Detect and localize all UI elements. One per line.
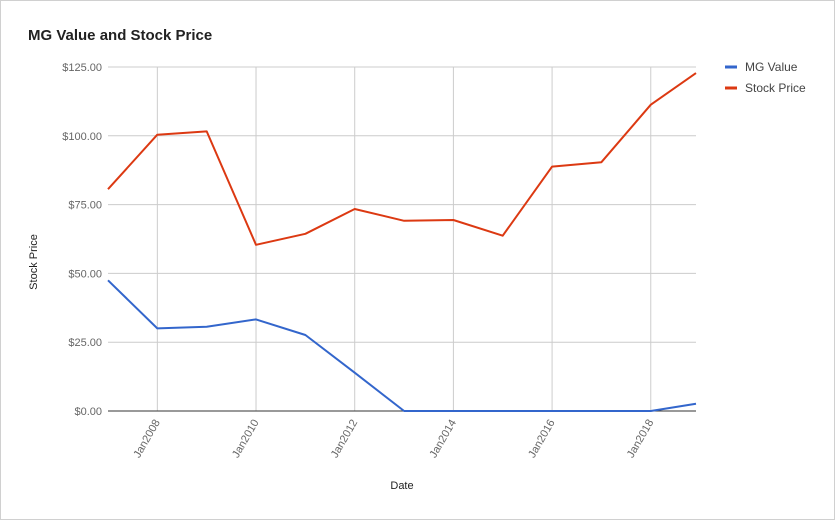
chart-title: MG Value and Stock Price (28, 27, 213, 44)
y-tick-label: $25.00 (68, 337, 102, 349)
x-tick-label: Jan2012 (329, 418, 361, 461)
y-tick-label: $50.00 (68, 268, 102, 280)
x-tick-label: Jan2014 (427, 418, 459, 461)
y-axis-title: Stock Price (28, 234, 40, 290)
x-axis-title: Date (390, 480, 413, 492)
x-tick-label: Jan2016 (526, 418, 558, 461)
y-tick-label: $75.00 (68, 200, 102, 212)
legend-label: Stock Price (745, 81, 806, 95)
legend[interactable]: MG Value Stock Price (725, 60, 806, 95)
legend-label: MG Value (745, 60, 798, 74)
y-axis-ticks: $0.00 $25.00 $50.00 $75.00 $100.00 $125.00 (62, 62, 102, 418)
y-tick-label: $100.00 (62, 131, 102, 143)
y-tick-label: $125.00 (62, 62, 102, 74)
x-tick-label: Jan2018 (625, 418, 657, 461)
x-tick-label: Jan2010 (230, 418, 262, 461)
legend-item[interactable]: MG Value (725, 60, 798, 74)
y-tick-label: $0.00 (74, 406, 102, 418)
legend-item[interactable]: Stock Price (725, 81, 806, 95)
series-line-stock-price (107, 72, 697, 246)
grid-lines (108, 66, 696, 343)
x-tick-label: Jan2008 (131, 418, 163, 461)
series-line-mg-value (107, 279, 697, 412)
series-lines (107, 72, 697, 412)
x-grid-lines (156, 67, 652, 411)
x-axis-ticks: Jan2008 Jan2010 Jan2012 Jan2014 Jan2016 Jan20… (131, 418, 656, 461)
